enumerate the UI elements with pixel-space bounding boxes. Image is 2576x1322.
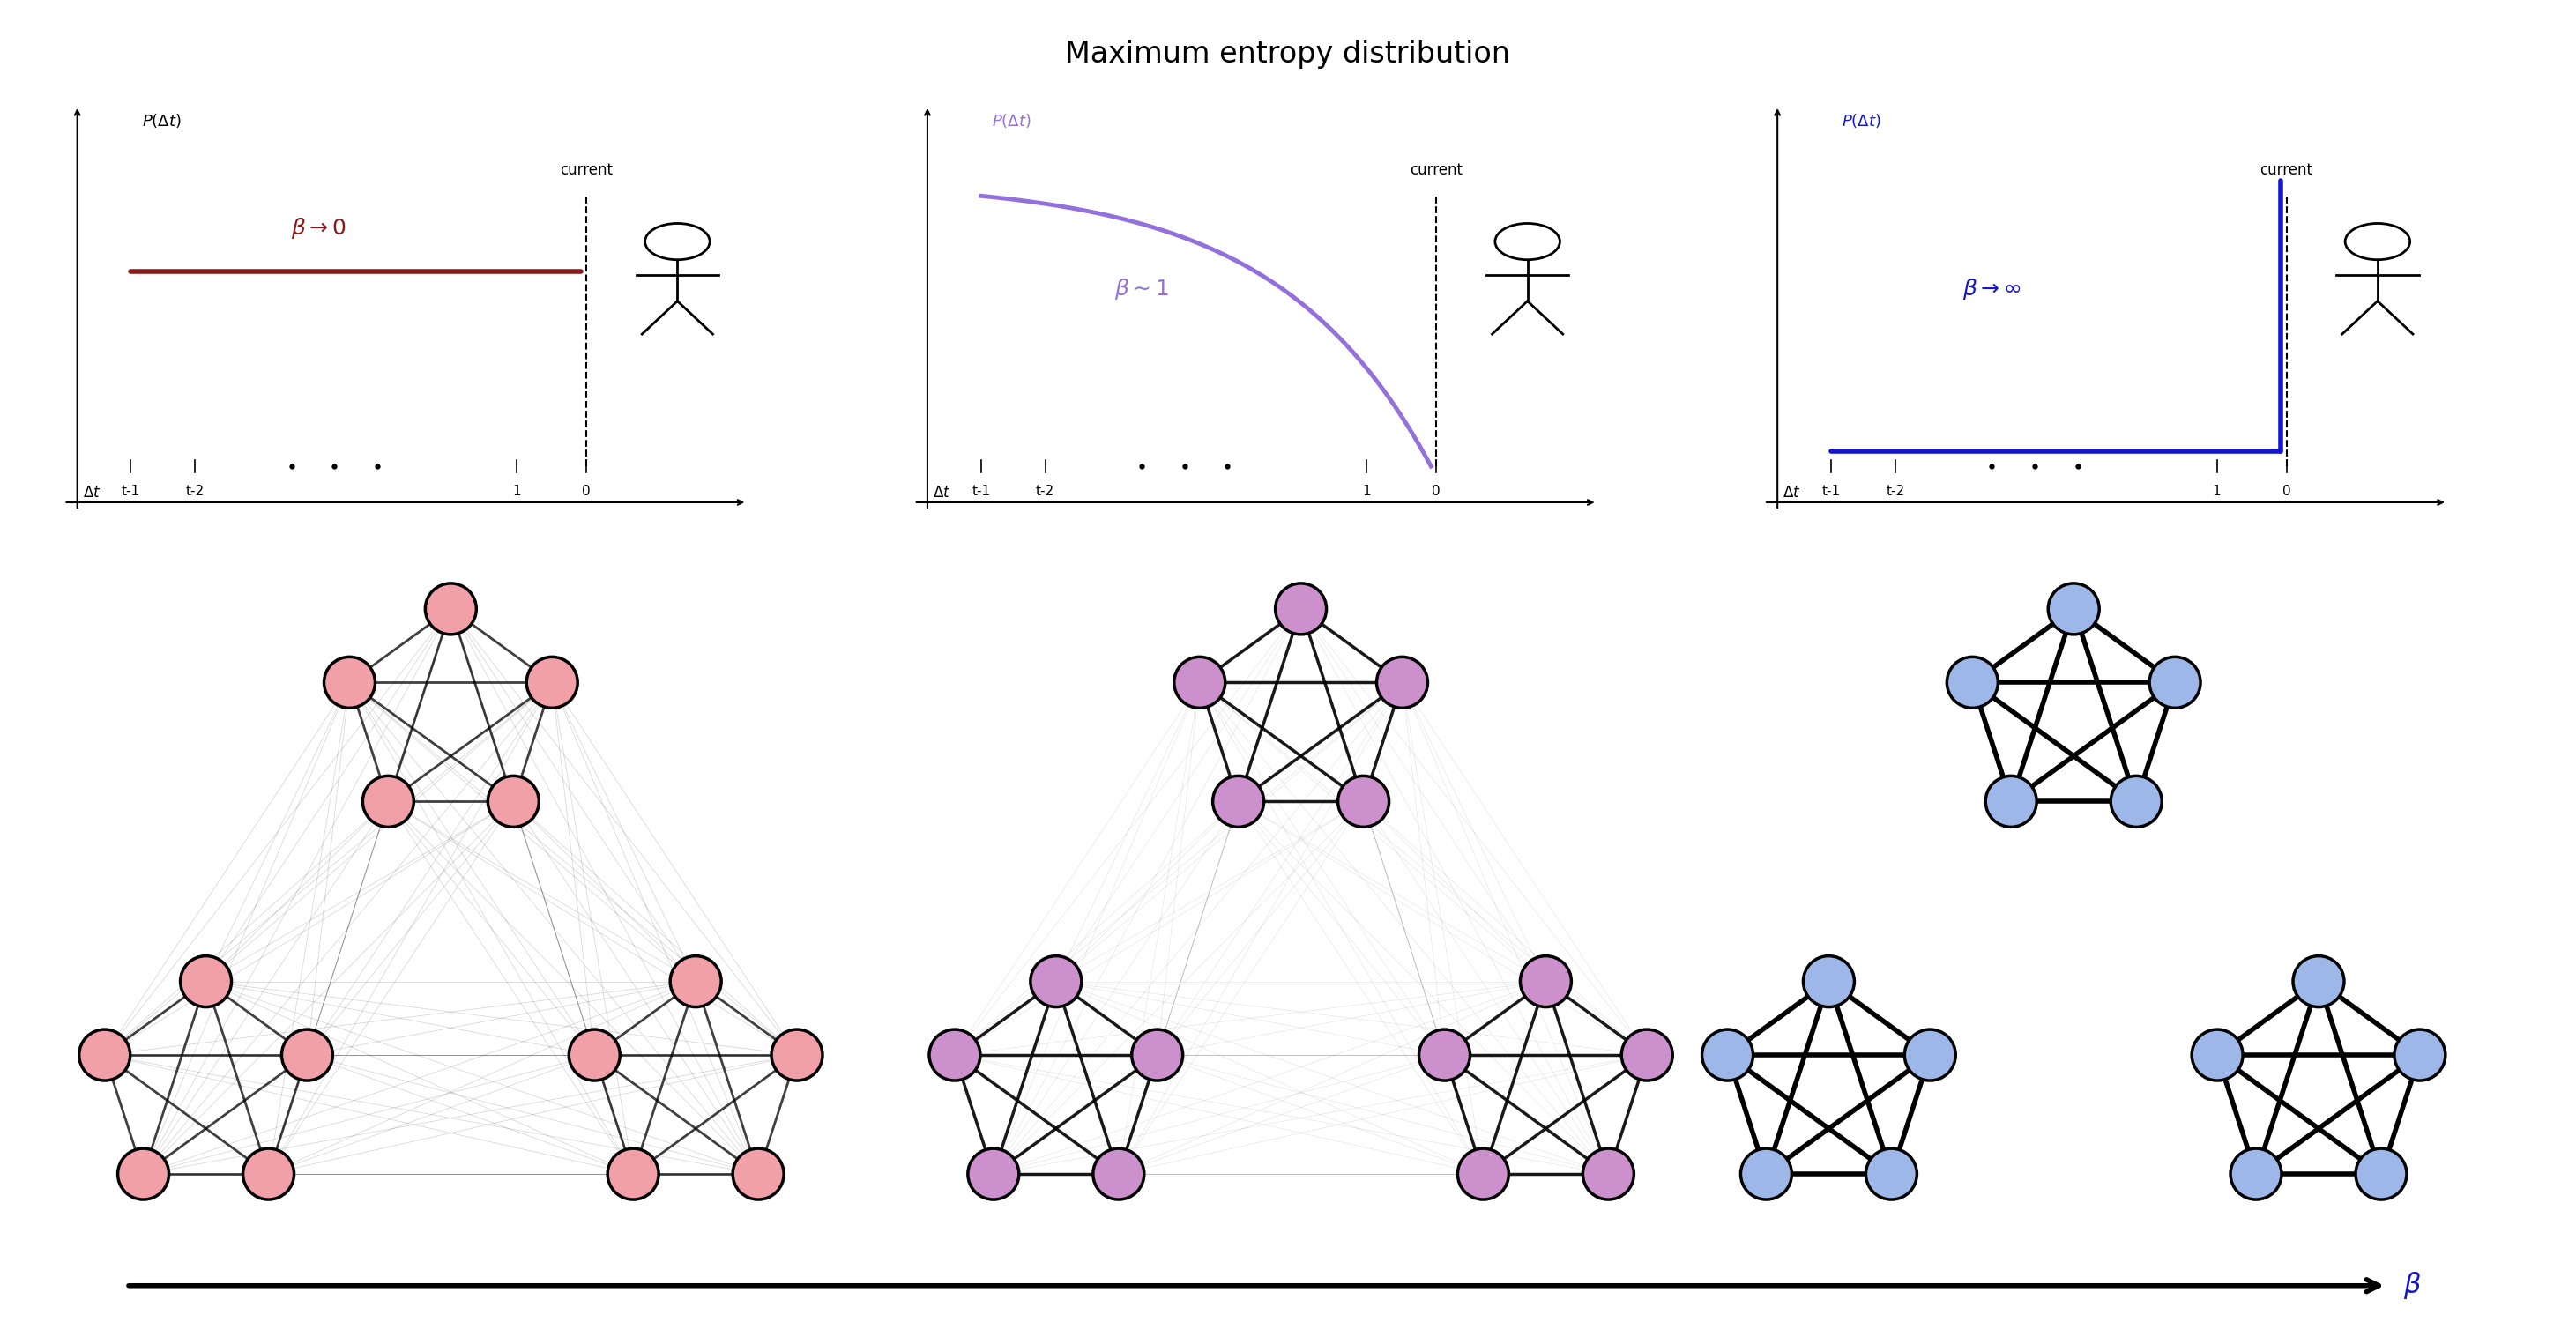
Text: $\Delta t$: $\Delta t$ [1783,484,1801,500]
Circle shape [487,776,538,828]
Circle shape [1741,1149,1793,1199]
Text: current: current [1409,163,1463,178]
Circle shape [1175,657,1226,709]
Text: t-1: t-1 [1821,484,1839,497]
Circle shape [569,1030,621,1080]
Circle shape [1582,1149,1633,1199]
Circle shape [1030,956,1082,1007]
Circle shape [526,657,577,709]
Circle shape [2231,1149,2282,1199]
Text: t-1: t-1 [121,484,139,497]
Text: 1: 1 [2213,484,2221,497]
Circle shape [425,583,477,635]
Circle shape [1458,1149,1510,1199]
Circle shape [2192,1030,2244,1080]
Circle shape [118,1149,170,1199]
Circle shape [2393,1030,2445,1080]
Circle shape [1986,776,2038,828]
Circle shape [281,1030,332,1080]
Text: Maximum entropy distribution: Maximum entropy distribution [1066,40,1510,69]
Text: $\Delta t$: $\Delta t$ [933,484,951,500]
Circle shape [1213,776,1265,828]
Circle shape [732,1149,783,1199]
Circle shape [969,1149,1020,1199]
Circle shape [1131,1030,1182,1080]
Text: 1: 1 [513,484,520,497]
Text: $P(\Delta t)$: $P(\Delta t)$ [142,112,180,130]
Text: 0: 0 [1432,484,1440,497]
Text: $\beta \rightarrow 0$: $\beta \rightarrow 0$ [291,217,345,241]
Circle shape [670,956,721,1007]
Circle shape [1520,956,1571,1007]
Circle shape [363,776,415,828]
Text: current: current [2259,163,2313,178]
Circle shape [1419,1030,1471,1080]
Text: $\beta \rightarrow \infty$: $\beta \rightarrow \infty$ [1963,276,2022,301]
Circle shape [1803,956,1855,1007]
Circle shape [1703,1030,1754,1080]
Circle shape [325,657,376,709]
Circle shape [1865,1149,1917,1199]
Text: $\beta$: $\beta$ [2403,1270,2421,1301]
Text: t-1: t-1 [971,484,989,497]
Text: $P(\Delta t)$: $P(\Delta t)$ [992,112,1030,130]
Circle shape [180,956,232,1007]
Circle shape [930,1030,981,1080]
Text: 1: 1 [1363,484,1370,497]
Circle shape [1092,1149,1144,1199]
Text: t-2: t-2 [1886,484,1904,497]
Circle shape [2110,776,2161,828]
Circle shape [1947,657,1999,709]
Text: $P(\Delta t)$: $P(\Delta t)$ [1842,112,1880,130]
Circle shape [770,1030,822,1080]
Circle shape [2048,583,2099,635]
Text: t-2: t-2 [1036,484,1054,497]
Circle shape [1275,583,1327,635]
Circle shape [80,1030,131,1080]
Text: current: current [559,163,613,178]
Circle shape [2354,1149,2406,1199]
Circle shape [1620,1030,1672,1080]
Text: 0: 0 [2282,484,2290,497]
Text: $\beta \sim 1$: $\beta \sim 1$ [1115,276,1170,301]
Text: $\Delta t$: $\Delta t$ [82,484,100,500]
Circle shape [2293,956,2344,1007]
Circle shape [1337,776,1388,828]
Circle shape [2148,657,2200,709]
Circle shape [608,1149,659,1199]
Text: t-2: t-2 [185,484,204,497]
Circle shape [1904,1030,1955,1080]
Circle shape [242,1149,294,1199]
Circle shape [1376,657,1427,709]
Text: 0: 0 [582,484,590,497]
